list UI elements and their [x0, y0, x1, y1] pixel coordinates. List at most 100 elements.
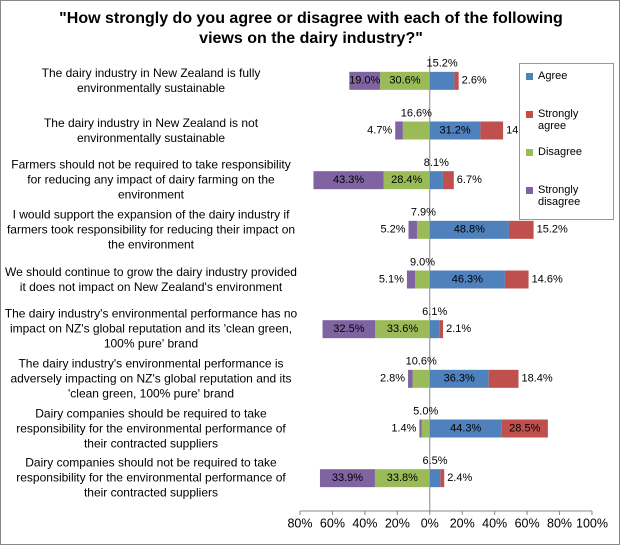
- value-label: 2.1%: [446, 323, 471, 335]
- legend-label: Agree: [538, 70, 568, 82]
- legend-label: Strongly agree: [538, 108, 579, 132]
- legend-swatch: [526, 73, 533, 80]
- bar-segment: [429, 121, 481, 140]
- bar-segment: [374, 469, 430, 488]
- x-tick-label: 40%: [352, 516, 377, 530]
- value-label: 46.3%: [452, 273, 483, 285]
- value-label: 33.6%: [387, 323, 418, 335]
- value-label: 6.5%: [423, 455, 448, 467]
- legend-swatch: [526, 187, 533, 194]
- bar-segment: [349, 71, 381, 90]
- category-label: We should continue to grow the dairy ind…: [5, 264, 297, 294]
- value-label: 5.0%: [413, 405, 438, 417]
- category-label: Farmers should not be required to take r…: [11, 157, 291, 202]
- value-label: 2.4%: [447, 472, 472, 484]
- category-label: The dairy industry's environmental perfo…: [4, 306, 298, 351]
- bar-segment: [429, 419, 502, 438]
- legend-swatch: [526, 149, 533, 156]
- value-label: 16.6%: [401, 107, 432, 119]
- legend-entry: Agree: [526, 70, 612, 82]
- bar-segment: [454, 71, 459, 90]
- category-label: I would support the expansion of the dai…: [6, 207, 296, 252]
- bar-segment: [421, 419, 430, 438]
- legend: Agree Strongly agree Disagree Strongly disa…: [519, 63, 614, 220]
- value-label: 36.3%: [444, 373, 475, 385]
- bar-segment: [429, 220, 509, 239]
- x-tick-label: 80%: [287, 516, 312, 530]
- value-label: 18.4%: [522, 373, 553, 385]
- value-label: 6.7%: [457, 174, 482, 186]
- value-label: 43.3%: [333, 174, 364, 186]
- bar-segment: [406, 270, 416, 289]
- x-tick-label: 20%: [450, 516, 475, 530]
- legend-label: Strongly disagree: [538, 184, 581, 208]
- bar-segment: [440, 469, 445, 488]
- category-label: The dairy industry in New Zealand is not…: [43, 115, 259, 145]
- bar-segment: [429, 320, 440, 339]
- value-label: 14.6%: [532, 273, 563, 285]
- bar-segment: [480, 121, 504, 140]
- legend-swatch: [526, 111, 533, 118]
- value-label: 28.5%: [509, 422, 540, 434]
- bar-segment: [408, 220, 417, 239]
- legend-label: Disagree: [538, 146, 583, 158]
- bar-segment: [508, 220, 534, 239]
- bar-segment: [419, 419, 422, 438]
- category-label: Dairy companies should not be required t…: [16, 455, 286, 500]
- x-tick-label: 40%: [482, 516, 507, 530]
- value-label: 19.0%: [349, 75, 380, 87]
- value-label: 9.0%: [410, 256, 435, 268]
- bar-segment: [429, 270, 505, 289]
- category-label: Dairy companies should be required to ta…: [16, 406, 286, 450]
- value-label: 32.5%: [333, 323, 364, 335]
- value-label: 30.6%: [389, 75, 420, 87]
- bar-segment: [501, 419, 548, 438]
- bar-segment: [313, 171, 384, 190]
- value-label: 15.2%: [537, 224, 568, 236]
- bar-segment: [408, 369, 413, 388]
- value-label: 1.4%: [391, 422, 416, 434]
- value-label: 10.6%: [406, 356, 437, 368]
- x-tick-label: 0%: [421, 516, 439, 530]
- bar-segment: [442, 171, 454, 190]
- bar-segment: [439, 320, 444, 339]
- x-tick-label: 80%: [547, 516, 572, 530]
- x-tick-label: 60%: [320, 516, 345, 530]
- bar-segment: [429, 469, 441, 488]
- x-tick-label: 60%: [515, 516, 540, 530]
- value-label: 44.3%: [450, 422, 481, 434]
- bar-segment: [429, 369, 489, 388]
- bar-segment: [429, 71, 455, 90]
- category-label: The dairy industry's environmental perfo…: [10, 356, 292, 401]
- bar-segment: [402, 121, 430, 140]
- legend-entry: Disagree: [526, 146, 612, 158]
- value-label: 28.4%: [391, 174, 422, 186]
- value-label: 48.8%: [454, 224, 485, 236]
- value-label: 33.8%: [387, 472, 418, 484]
- legend-entry: Strongly agree: [526, 108, 612, 132]
- value-label: 6.1%: [422, 306, 447, 318]
- value-label: 15.2%: [427, 58, 458, 70]
- value-label: 31.2%: [439, 124, 470, 136]
- bar-segment: [375, 320, 430, 339]
- value-label: 8.1%: [424, 157, 449, 169]
- category-label: The dairy industry in New Zealand is ful…: [41, 65, 261, 95]
- bar-segment: [380, 71, 430, 90]
- value-label: 33.9%: [332, 472, 363, 484]
- bar-segment: [429, 171, 443, 190]
- bar-segment: [395, 121, 403, 140]
- chart-title: "How strongly do you agree or disagree w…: [59, 10, 563, 47]
- value-label: 4.7%: [367, 124, 392, 136]
- bar-segment: [504, 270, 529, 289]
- x-tick-label: 20%: [385, 516, 410, 530]
- bar-segment: [416, 220, 430, 239]
- bar-segment: [412, 369, 430, 388]
- value-label: 7.9%: [411, 207, 436, 219]
- bar-segment: [415, 270, 430, 289]
- bar-segment: [319, 469, 375, 488]
- value-label: 5.1%: [379, 273, 404, 285]
- legend-entry: Strongly disagree: [526, 184, 612, 208]
- value-label: 2.6%: [462, 75, 487, 87]
